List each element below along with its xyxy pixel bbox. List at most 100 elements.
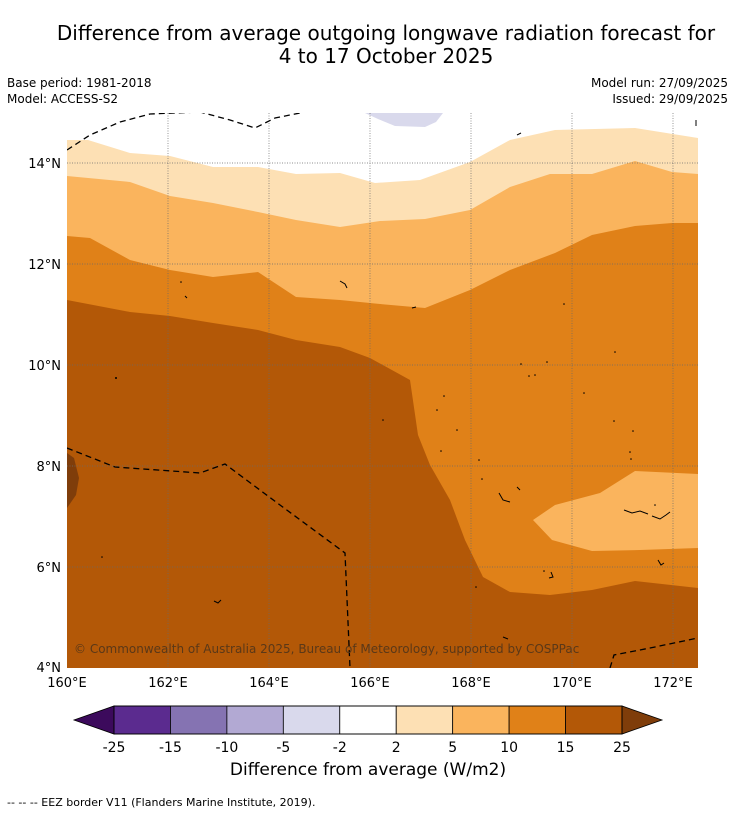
- island: [411, 306, 417, 309]
- colorbar-label: Difference from average (W/m2): [229, 760, 507, 780]
- colorbar-box: [508, 705, 566, 735]
- model-run: Model run: 27/09/2025: [590, 76, 728, 90]
- eez-legend-note: -- -- -- EEZ border V11 (Flanders Marine…: [7, 796, 316, 809]
- lat-label-10: 10°N: [28, 359, 61, 374]
- island: [528, 375, 530, 377]
- island: [443, 395, 445, 397]
- island: [184, 295, 188, 299]
- model-name: Model: ACCESS-S2: [7, 92, 119, 106]
- island: [563, 303, 565, 305]
- lon-label-172: 172°E: [653, 676, 693, 691]
- lon-label-166: 166°E: [350, 676, 390, 691]
- meta-left: Base period: 1981-2018 Model: ACCESS-S2: [7, 75, 152, 107]
- island: [520, 363, 522, 365]
- island: [546, 361, 548, 363]
- island: [436, 409, 438, 411]
- graticule: [67, 113, 698, 668]
- island: [481, 478, 483, 480]
- island: [382, 419, 384, 421]
- island: [548, 571, 554, 579]
- colorbar-tick-label: 25: [613, 740, 631, 756]
- eez-border-north: [67, 113, 301, 151]
- lat-label-14: 14°N: [28, 157, 61, 172]
- island: [516, 132, 522, 136]
- colorbar-under-arrow: [72, 705, 115, 735]
- title-line-1: Difference from average outgoing longwav…: [56, 21, 716, 45]
- colorbar: -25 -15 -10 -5 -2 2 5 10 15 25: [72, 705, 664, 756]
- colorbar-tick-label: -25: [103, 740, 126, 756]
- island: [440, 450, 442, 452]
- colorbar-over-arrow: [621, 705, 664, 735]
- region-over-25: [67, 453, 79, 508]
- island: [456, 429, 458, 431]
- island: [543, 570, 545, 572]
- island: [101, 556, 103, 558]
- island: [613, 420, 615, 422]
- island: [534, 374, 536, 376]
- lat-labels: 4°N 6°N 8°N 10°N 12°N 14°N: [28, 157, 61, 676]
- colorbar-box: [339, 705, 397, 735]
- colorbar-box: [282, 705, 341, 735]
- island: [475, 586, 477, 588]
- lon-label-168: 168°E: [451, 676, 491, 691]
- island: [630, 458, 632, 460]
- region-15-25: [67, 300, 698, 668]
- region-light-purple: [365, 113, 443, 127]
- island: [339, 280, 348, 289]
- colorbar-tick-label: 2: [392, 740, 401, 756]
- island: [180, 281, 182, 283]
- eez-border-west: [67, 447, 351, 668]
- title-line-2: 4 to 17 October 2025: [278, 44, 494, 68]
- colorbar-box: [170, 705, 228, 735]
- island: [516, 486, 521, 491]
- lon-label-170: 170°E: [552, 676, 592, 691]
- eez-border-southeast: [609, 637, 698, 668]
- lat-label-6: 6°N: [37, 561, 62, 576]
- colorbar-tick-label: -5: [276, 740, 290, 756]
- colorbar-box: [565, 705, 623, 735]
- island: [632, 430, 634, 432]
- island: [623, 509, 649, 515]
- colorbar-box: [226, 705, 284, 735]
- base-period: Base period: 1981-2018: [7, 76, 152, 90]
- island: [629, 451, 631, 453]
- lat-label-8: 8°N: [37, 460, 62, 475]
- colorbar-tick-label: 15: [557, 740, 575, 756]
- colorbar-tick-label: -10: [215, 740, 238, 756]
- map-copyright: © Commonwealth of Australia 2025, Bureau…: [74, 642, 579, 656]
- eez-borders: [67, 113, 698, 668]
- island: [478, 459, 480, 461]
- lon-label-160: 160°E: [47, 676, 87, 691]
- island: [498, 492, 511, 503]
- colorbar-tick-label: -15: [159, 740, 182, 756]
- island: [502, 636, 509, 640]
- issued-date: Issued: 29/09/2025: [612, 92, 728, 106]
- island-dots: [101, 281, 656, 588]
- colorbar-box: [113, 705, 171, 735]
- region-5-10-patch: [533, 471, 698, 551]
- map-title: Difference from average outgoing longwav…: [0, 22, 736, 68]
- map-plot-area: © Commonwealth of Australia 2025, Bureau…: [67, 113, 698, 668]
- colorbar-boxes: [113, 705, 623, 735]
- island: [657, 559, 665, 566]
- island: [614, 351, 616, 353]
- colorbar-box: [395, 705, 454, 735]
- lat-label-12: 12°N: [28, 258, 61, 273]
- islands: [184, 120, 697, 640]
- island: [213, 599, 222, 604]
- colorbar-ticks: -25 -15 -10 -5 -2 2 5 10 15 25: [103, 740, 631, 756]
- island: [583, 392, 585, 394]
- colorbar-tick-label: 10: [500, 740, 518, 756]
- lat-label-4: 4°N: [37, 661, 62, 676]
- lon-label-164: 164°E: [249, 676, 289, 691]
- colorbar-tick-label: -2: [333, 740, 347, 756]
- meta-right: Model run: 27/09/2025 Issued: 29/09/2025: [591, 75, 728, 107]
- colorbar-frame: [113, 705, 623, 735]
- lon-label-162: 162°E: [148, 676, 188, 691]
- lon-labels: 160°E 162°E 164°E 166°E 168°E 170°E 172°…: [47, 676, 693, 691]
- island: [115, 377, 117, 379]
- colorbar-box: [452, 705, 510, 735]
- island: [651, 511, 671, 520]
- colorbar-tick-label: 5: [448, 740, 457, 756]
